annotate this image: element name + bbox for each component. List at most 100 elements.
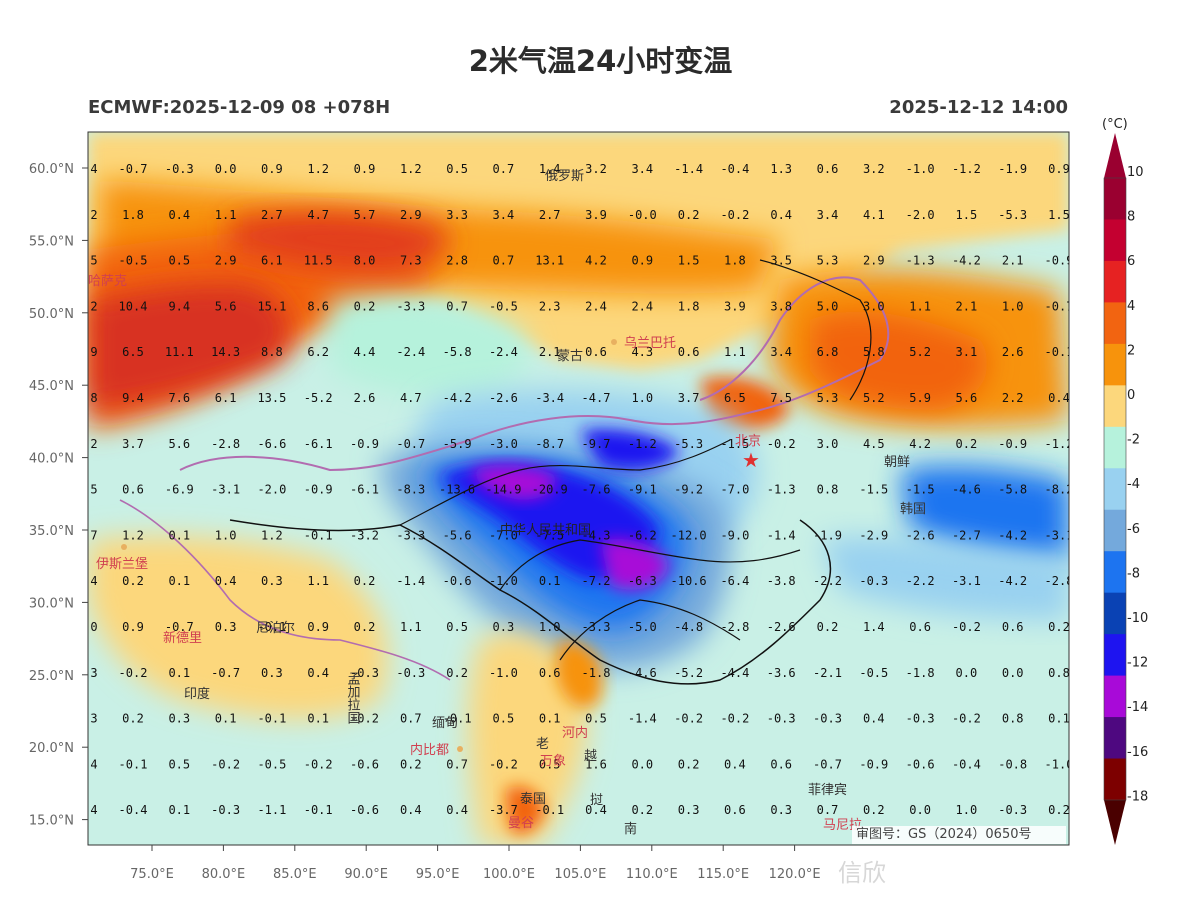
- grid-value: 3.1: [956, 345, 978, 359]
- grid-value: -3.2: [350, 528, 379, 542]
- label-russia: 俄罗斯: [545, 169, 584, 184]
- grid-value: -0.7: [119, 162, 148, 176]
- capital-dot: [121, 544, 127, 550]
- grid-value: -5.2: [674, 666, 703, 680]
- grid-value: 3.9: [724, 299, 746, 313]
- grid-value: -0.2: [952, 712, 981, 726]
- grid-value: -0.6: [906, 757, 935, 771]
- grid-values: 4 -0.7 -0.3 0.0 0.9 1.2 0.9 1.2 0.5 0.7 1.4 3.2 3.4 -…: [90, 162, 1070, 817]
- grid-value: 0.8: [1048, 666, 1070, 680]
- grid-value: 0.5: [168, 254, 190, 268]
- grid-value: 5.2: [909, 345, 931, 359]
- grid-value: 6.1: [215, 391, 237, 405]
- grid-value: 0.9: [1048, 162, 1070, 176]
- colorbar-tick-label: 0: [1127, 388, 1135, 403]
- grid-value: 5.9: [909, 391, 931, 405]
- colorbar-unit: (°C): [1102, 117, 1128, 132]
- grid-value: 2.6: [1002, 345, 1024, 359]
- grid-value: -13.6: [439, 483, 475, 497]
- grid-value: 1.0: [956, 803, 978, 817]
- grid-value: 1.1: [215, 208, 237, 222]
- grid-value: -0.1: [443, 712, 472, 726]
- grid-value: -5.6: [443, 528, 472, 542]
- colorbar-segment: [1104, 551, 1126, 594]
- grid-value: -0.2: [952, 620, 981, 634]
- grid-value: 5.3: [817, 254, 839, 268]
- grid-value: 0.2: [863, 803, 885, 817]
- grid-value: 9.4: [122, 391, 144, 405]
- grid-value: 2.1: [1002, 254, 1024, 268]
- lat-tick-label: 60.0°N: [29, 162, 74, 177]
- grid-value: -3.1: [952, 574, 981, 588]
- colorbar-segment: [1104, 385, 1126, 428]
- grid-value: -0.1: [304, 803, 333, 817]
- grid-value: 1.5: [956, 208, 978, 222]
- grid-value: 0.2: [1048, 620, 1070, 634]
- model-run-label: ECMWF:2025-12-09 08 +078H: [88, 97, 391, 118]
- grid-value: 0.4: [863, 712, 885, 726]
- grid-value: 2: [90, 299, 97, 313]
- grid-value: 1.4: [863, 620, 885, 634]
- lon-tick-label: 110.0°E: [626, 867, 678, 882]
- grid-value: -2.9: [859, 528, 888, 542]
- grid-value: -2.0: [906, 208, 935, 222]
- grid-value: -0.6: [350, 803, 379, 817]
- grid-value: -5.8: [998, 483, 1027, 497]
- colorbar-bottom-arrow: [1104, 800, 1126, 845]
- grid-value: -4.2: [998, 528, 1027, 542]
- grid-value: 0.2: [122, 574, 144, 588]
- grid-value: -0.5: [489, 299, 518, 313]
- borders: [119, 259, 890, 685]
- colorbar-tick-label: -12: [1127, 656, 1148, 671]
- grid-value: -0.7: [813, 757, 842, 771]
- latitude-axis: 60.0°N 55.0°N 50.0°N 45.0°N 40.0°N 35.0°N 30.0…: [29, 162, 88, 829]
- grid-value: 2.1: [539, 345, 561, 359]
- grid-value: -0.9: [350, 437, 379, 451]
- grid-value: 0.1: [1048, 712, 1070, 726]
- grid-value: 3: [90, 666, 97, 680]
- grid-value: 1.0: [1002, 299, 1024, 313]
- chart-title: 2米气温24小时变温: [468, 44, 733, 78]
- grid-value: 0.4: [1048, 391, 1070, 405]
- grid-value: 0.2: [1048, 803, 1070, 817]
- grid-value: -4.2: [443, 391, 472, 405]
- grid-value: -3.0: [489, 437, 518, 451]
- grid-value: -4.6: [628, 666, 657, 680]
- lon-tick-label: 105.0°E: [554, 867, 606, 882]
- grid-value: 4: [90, 803, 97, 817]
- grid-value: 8: [90, 391, 97, 405]
- grid-value: 0.6: [539, 666, 561, 680]
- grid-value: 0.2: [354, 299, 376, 313]
- grid-value: 0.8: [817, 483, 839, 497]
- grid-value: 0.2: [446, 666, 468, 680]
- grid-value: -0.9: [304, 483, 333, 497]
- grid-value: 0.6: [122, 483, 144, 497]
- grid-value: -0.6: [350, 757, 379, 771]
- grid-value: 0.2: [956, 437, 978, 451]
- grid-value: 0.3: [678, 803, 700, 817]
- grid-value: 4.2: [585, 254, 607, 268]
- grid-value: 0.0: [909, 803, 931, 817]
- grid-value: 4.4: [354, 345, 376, 359]
- grid-value: 4.5: [863, 437, 885, 451]
- grid-value: -1.3: [906, 254, 935, 268]
- grid-value: 3.7: [678, 391, 700, 405]
- grid-value: 0.2: [354, 620, 376, 634]
- grid-value: 0.0: [1002, 666, 1024, 680]
- grid-value: 15.1: [257, 299, 286, 313]
- map-frame: [87, 131, 1070, 846]
- grid-value: -6.1: [304, 437, 333, 451]
- grid-value: -6.3: [628, 574, 657, 588]
- grid-value: 4.7: [400, 391, 422, 405]
- colorbar-tick-label: -16: [1127, 745, 1148, 760]
- grid-value: 0.9: [261, 162, 283, 176]
- grid-value: 3.7: [122, 437, 144, 451]
- grid-value: 4: [90, 574, 97, 588]
- grid-value: 4: [90, 162, 97, 176]
- grid-value: -0.3: [906, 712, 935, 726]
- grid-value: -4.4: [720, 666, 749, 680]
- grid-value: -1.9: [813, 528, 842, 542]
- grid-value: -2.4: [489, 345, 518, 359]
- grid-value: 0.7: [493, 162, 515, 176]
- grid-value: -7.0: [720, 483, 749, 497]
